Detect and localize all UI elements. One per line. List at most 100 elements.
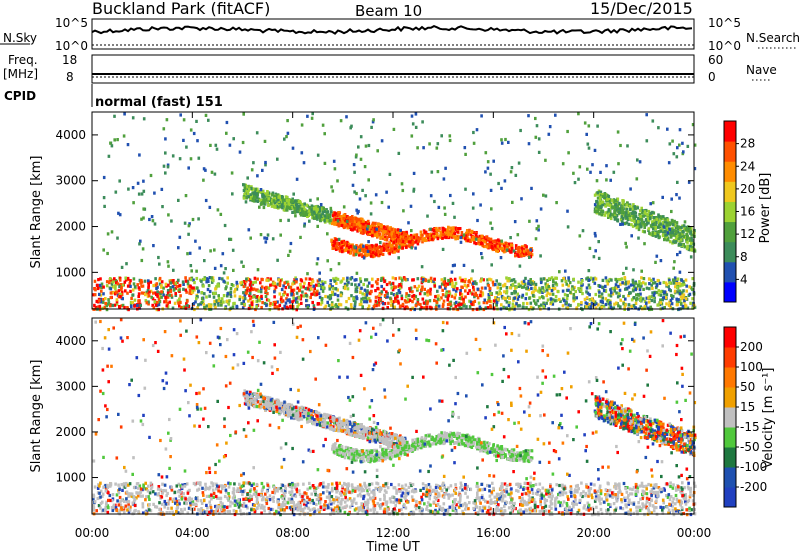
data-cell xyxy=(274,192,278,196)
data-cell xyxy=(273,290,276,294)
data-cell xyxy=(371,234,374,238)
data-cell xyxy=(594,292,598,297)
data-cell xyxy=(385,226,389,230)
data-cell xyxy=(153,222,157,226)
data-cell xyxy=(160,280,164,284)
data-cell xyxy=(389,239,393,243)
data-cell xyxy=(131,300,134,305)
data-cell xyxy=(484,151,488,155)
data-cell xyxy=(231,248,235,252)
data-cell xyxy=(661,230,665,234)
data-cell xyxy=(238,295,242,299)
data-cell xyxy=(321,289,325,293)
data-cell xyxy=(374,486,378,490)
data-cell xyxy=(244,192,247,196)
data-cell xyxy=(389,234,393,238)
data-cell xyxy=(235,509,238,514)
data-cell xyxy=(461,278,464,282)
data-cell xyxy=(592,279,595,283)
data-cell xyxy=(551,292,555,296)
data-cell xyxy=(359,277,362,281)
data-cell xyxy=(666,127,669,131)
data-cell xyxy=(620,277,624,281)
data-cell xyxy=(164,137,167,141)
data-cell xyxy=(464,152,467,156)
data-cell xyxy=(344,241,347,245)
data-cell xyxy=(124,289,127,293)
data-cell xyxy=(140,258,144,263)
data-cell xyxy=(389,232,392,236)
data-cell xyxy=(667,229,670,233)
data-cell xyxy=(678,270,682,274)
data-cell xyxy=(589,482,593,486)
data-cell xyxy=(354,248,358,252)
data-cell xyxy=(652,293,656,297)
data-cell xyxy=(148,290,151,294)
data-cell xyxy=(349,303,353,307)
data-cell xyxy=(433,277,436,281)
data-cell xyxy=(242,291,245,295)
colorbar-tick-label: 16 xyxy=(740,205,755,219)
data-cell xyxy=(517,246,521,250)
data-cell xyxy=(584,301,588,305)
data-cell xyxy=(609,214,612,218)
data-cell xyxy=(238,150,242,154)
data-cell xyxy=(653,300,656,304)
data-cell xyxy=(465,234,469,238)
data-cell xyxy=(671,230,674,234)
data-cell xyxy=(585,286,589,290)
data-cell xyxy=(645,301,648,305)
data-cell xyxy=(686,235,689,239)
data-cell xyxy=(133,285,137,289)
data-cell xyxy=(665,236,669,240)
data-cell xyxy=(677,225,681,229)
data-cell xyxy=(367,178,370,182)
data-cell xyxy=(126,143,130,147)
data-cell xyxy=(622,271,625,276)
data-cell xyxy=(381,226,384,230)
data-cell xyxy=(594,249,597,253)
data-cell xyxy=(166,260,170,264)
data-cell xyxy=(255,199,258,203)
data-cell xyxy=(665,302,668,306)
data-cell xyxy=(492,283,495,287)
data-cell xyxy=(604,195,608,200)
data-cell xyxy=(95,283,99,287)
data-cell xyxy=(524,297,528,301)
data-cell xyxy=(503,290,506,294)
data-cell xyxy=(597,208,600,212)
data-cell xyxy=(105,304,108,308)
data-cell xyxy=(355,208,358,212)
data-cell xyxy=(304,277,308,281)
data-cell xyxy=(650,278,653,283)
data-cell xyxy=(551,278,555,282)
data-cell xyxy=(637,220,640,224)
data-cell xyxy=(689,244,692,248)
data-cell xyxy=(382,230,385,234)
data-cell xyxy=(418,501,421,505)
data-cell xyxy=(110,282,114,286)
data-cell xyxy=(410,134,414,138)
data-cell xyxy=(286,205,289,209)
data-cell xyxy=(394,244,398,248)
data-cell xyxy=(684,278,688,282)
data-cell xyxy=(674,240,678,244)
data-cell xyxy=(329,219,332,223)
data-cell xyxy=(197,303,200,307)
data-cell xyxy=(118,495,122,500)
data-cell xyxy=(670,302,674,306)
data-cell xyxy=(517,250,520,254)
data-cell xyxy=(215,299,218,303)
data-cell xyxy=(421,279,425,283)
data-cell xyxy=(574,289,577,294)
data-cell xyxy=(376,245,380,249)
data-cell xyxy=(640,206,643,210)
data-cell xyxy=(297,204,300,208)
data-cell xyxy=(532,290,535,294)
data-cell xyxy=(367,219,370,223)
data-cell xyxy=(238,297,241,302)
data-cell xyxy=(535,219,539,223)
data-cell xyxy=(339,509,342,513)
data-cell xyxy=(369,201,373,205)
data-cell xyxy=(241,140,245,145)
